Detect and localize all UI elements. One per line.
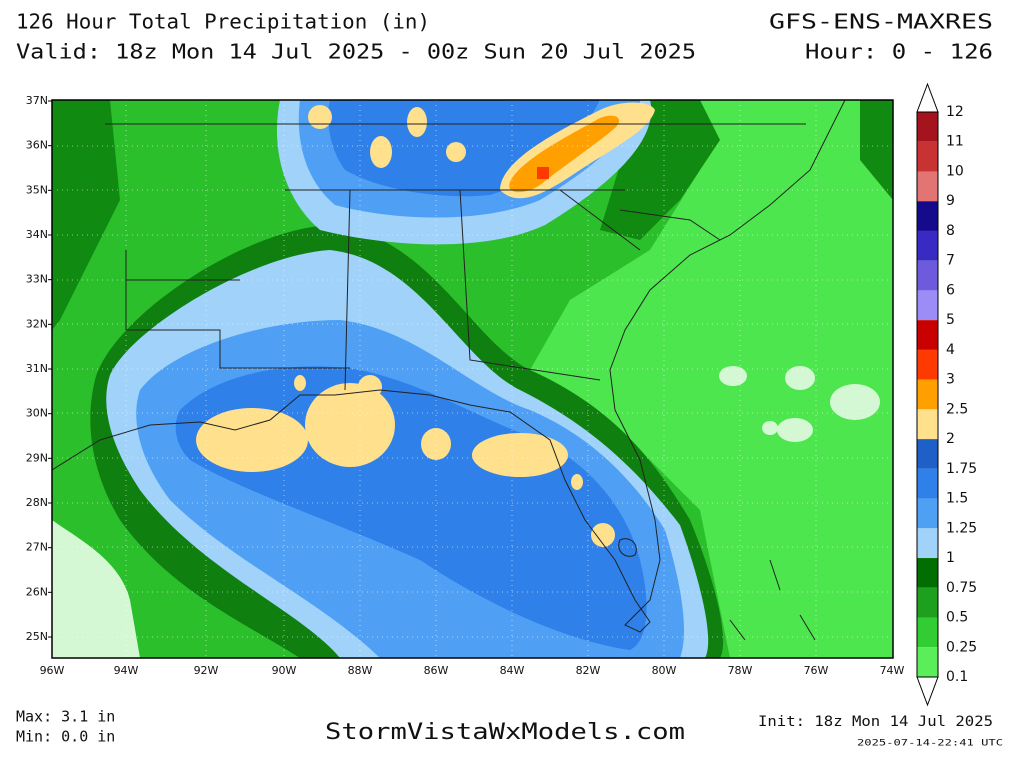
legend-swatch <box>917 141 938 172</box>
map-frame <box>51 99 894 659</box>
legend-end <box>916 82 939 113</box>
title: 126 Hour Total Precipitation (in) <box>16 10 430 34</box>
lat-label: 26N <box>26 585 48 598</box>
lat-label: 34N <box>26 228 48 241</box>
lon-label: 84W <box>500 664 525 677</box>
legend-swatch <box>917 587 938 618</box>
legend-swatch <box>917 647 938 677</box>
legend-label: 2.5 <box>946 401 968 417</box>
legend-swatch <box>917 349 938 380</box>
legend-label: 8 <box>946 223 955 239</box>
legend-swatch <box>917 498 938 529</box>
legend-swatch <box>917 201 938 231</box>
precip-max <box>537 167 549 179</box>
legend-swatch <box>917 409 938 440</box>
legend-label: 3 <box>946 372 955 388</box>
legend-label: 5 <box>946 312 955 328</box>
valid-time: Valid: 18z Mon 14 Jul 2025 - 00z Sun 20 … <box>16 40 696 64</box>
legend-label: 0.5 <box>946 610 968 626</box>
timestamp: 2025-07-14-22:41 UTC <box>857 739 1003 749</box>
precip-area <box>52 366 880 658</box>
lon-label: 92W <box>194 664 219 677</box>
legend-swatch <box>917 468 938 499</box>
lat-label: 36N <box>26 139 48 152</box>
min-value: Min: 0.0 in <box>16 728 115 746</box>
precip-map <box>52 100 893 658</box>
legend-label: 1.75 <box>946 461 977 477</box>
legend-label: 0.25 <box>946 639 977 655</box>
legend-swatch <box>917 379 938 410</box>
init-time: Init: 18z Mon 14 Jul 2025 <box>758 714 993 730</box>
legend-swatch <box>917 230 938 261</box>
legend-label: 0.75 <box>946 580 977 596</box>
lon-label: 80W <box>652 664 677 677</box>
lon-label: 76W <box>804 664 829 677</box>
lat-label: 28N <box>26 496 48 509</box>
legend-swatch <box>917 290 938 321</box>
lat-label: 37N <box>26 94 48 107</box>
legend-label: 0.1 <box>946 669 968 685</box>
legend-label: 4 <box>946 342 955 358</box>
legend-label: 2 <box>946 431 955 447</box>
legend-label: 6 <box>946 282 955 298</box>
color-legend: 12 11 10 9 8 7 6 5 4 3 2.5 2 1.75 1.5 1.25 1 0.75 0.5 0.25… <box>916 82 977 707</box>
legend-swatch <box>917 260 938 291</box>
lat-label: 33N <box>26 273 48 286</box>
legend-swatch <box>917 320 938 350</box>
lon-label: 88W <box>348 664 373 677</box>
lat-label: 25N <box>26 630 48 643</box>
axis-labels: 37N 36N 35N 34N 33N 32N 31N 30N 29N 28N 27N 26N 25N 9… <box>26 94 905 677</box>
lat-label: 27N <box>26 541 48 554</box>
site-name: StormVistaWxModels.com <box>325 720 685 745</box>
model-name: GFS-ENS-MAXRES <box>769 10 993 34</box>
lat-label: 32N <box>26 317 48 330</box>
hour-range: Hour: 0 - 126 <box>805 40 993 64</box>
lon-label: 78W <box>728 664 753 677</box>
legend-swatch <box>917 617 938 648</box>
precip-area <box>509 115 620 193</box>
lon-label: 74W <box>880 664 905 677</box>
legend-label: 11 <box>946 134 964 150</box>
lat-label: 35N <box>26 183 48 196</box>
legend-swatch <box>917 112 938 142</box>
legend-swatch <box>917 439 938 469</box>
lat-label: 30N <box>26 407 48 420</box>
lon-label: 90W <box>272 664 297 677</box>
lat-label: 31N <box>26 362 48 375</box>
legend-label: 1.25 <box>946 520 977 536</box>
coastline <box>52 100 846 641</box>
legend-label: 12 <box>946 104 964 120</box>
legend-label: 1.5 <box>946 491 968 507</box>
precip-area <box>52 100 893 330</box>
legend-swatch <box>917 171 938 202</box>
legend-swatch <box>917 558 938 588</box>
lon-label: 86W <box>424 664 449 677</box>
legend-label: 10 <box>946 163 964 179</box>
legend-label: 9 <box>946 193 955 209</box>
lon-label: 94W <box>114 664 139 677</box>
lon-label: 96W <box>40 664 65 677</box>
max-value: Max: 3.1 in <box>16 708 115 726</box>
lat-label: 29N <box>26 451 48 464</box>
legend-end <box>916 676 939 707</box>
legend-frame <box>916 111 939 678</box>
legend-swatch <box>917 528 938 559</box>
legend-label: 1 <box>946 550 955 566</box>
legend-label: 7 <box>946 253 955 269</box>
lon-label: 82W <box>576 664 601 677</box>
